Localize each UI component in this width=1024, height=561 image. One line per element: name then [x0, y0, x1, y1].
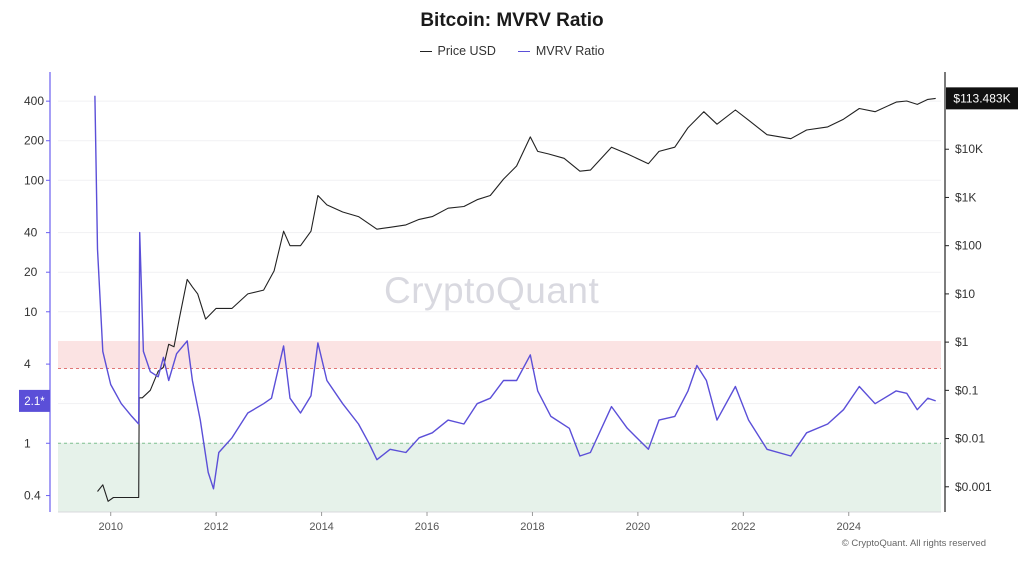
legend-swatch-mvrv [517, 50, 530, 52]
left-tick-label: 100 [24, 173, 44, 187]
copyright-notice: © CryptoQuant. All rights reserved [841, 538, 986, 549]
price-current-badge [946, 87, 1018, 110]
right-tick-label: $10K [955, 142, 983, 156]
chart-title: Bitcoin: MVRV Ratio [420, 10, 604, 31]
right-tick-label: $100 [955, 239, 982, 253]
right-tick-label: $0.001 [955, 480, 992, 494]
series-line-mvrv-ratio[interactable] [94, 95, 936, 490]
legend-item-mvrv[interactable]: MVRV Ratio [517, 44, 605, 58]
left-tick-label: 200 [24, 134, 44, 148]
left-tick-label: 1 [24, 436, 31, 450]
x-tick-label: 2020 [626, 521, 650, 533]
mvrv-current-badge [19, 389, 50, 412]
right-tick-label: $1K [955, 190, 976, 204]
series-line-price-usd[interactable] [97, 97, 936, 502]
right-tick-label: $1 [955, 335, 969, 349]
x-tick-label: 2022 [731, 521, 755, 533]
right-tick-label: $0.1 [955, 383, 979, 397]
x-tick-label: 2024 [837, 521, 861, 533]
right-tick-label: $10 [955, 287, 975, 301]
x-tick-label: 2016 [415, 521, 439, 533]
left-tick-label: 400 [24, 94, 44, 108]
watermark: CryptoQuant [384, 270, 600, 311]
x-tick-label: 2014 [309, 521, 333, 533]
legend-swatch-price [419, 50, 432, 52]
band-overvalued [58, 340, 941, 369]
price-current-label: $113.483K [953, 91, 1010, 105]
left-tick-label: 20 [24, 265, 38, 279]
legend: Price USD MVRV Ratio [0, 44, 1024, 58]
legend-item-price[interactable]: Price USD [419, 44, 496, 58]
x-tick-label: 2018 [520, 521, 544, 533]
legend-label-mvrv: MVRV Ratio [535, 44, 605, 58]
left-tick-label: 10 [24, 305, 38, 319]
x-tick-label: 2010 [98, 521, 122, 533]
x-tick-label: 2012 [204, 521, 228, 533]
band-undervalued [58, 443, 941, 512]
left-tick-label: 40 [24, 226, 38, 240]
left-tick-label: 0.4 [24, 489, 41, 503]
legend-label-price: Price USD [437, 44, 496, 58]
mvrv-current-label: 2.1* [24, 396, 45, 408]
right-tick-label: $0.01 [955, 432, 985, 446]
left-tick-label: 4 [24, 357, 31, 371]
